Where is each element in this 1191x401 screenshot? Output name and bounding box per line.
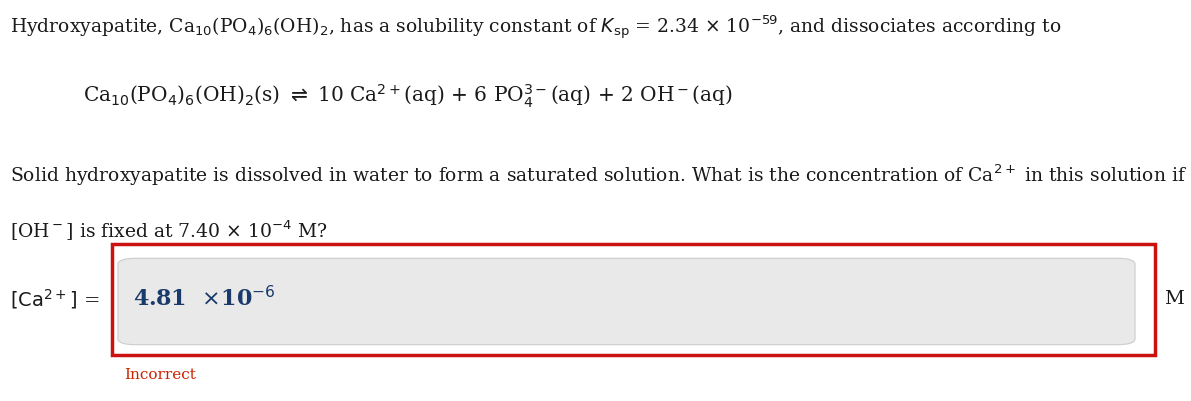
Text: Ca$_{10}$(PO$_4$)$_6$(OH)$_2$(s) $\rightleftharpoons$ 10 Ca$^{2+}$(aq) + 6 PO$_4: Ca$_{10}$(PO$_4$)$_6$(OH)$_2$(s) $\right… bbox=[83, 82, 732, 109]
Text: $\left[\mathrm{Ca}^{2+}\right]$ =: $\left[\mathrm{Ca}^{2+}\right]$ = bbox=[10, 286, 99, 310]
FancyBboxPatch shape bbox=[112, 245, 1155, 355]
Text: Solid hydroxyapatite is dissolved in water to form a saturated solution. What is: Solid hydroxyapatite is dissolved in wat… bbox=[10, 162, 1187, 188]
Text: 4.81  $\times$10$^{-6}$: 4.81 $\times$10$^{-6}$ bbox=[133, 286, 276, 310]
Text: Incorrect: Incorrect bbox=[124, 367, 195, 381]
Text: [OH$^-$] is fixed at 7.40 $\times$ 10$^{-4}$ M?: [OH$^-$] is fixed at 7.40 $\times$ 10$^{… bbox=[10, 219, 328, 243]
Text: M: M bbox=[1164, 289, 1184, 307]
Text: Hydroxyapatite, Ca$_{10}$(PO$_4$)$_6$(OH)$_2$, has a solubility constant of $K_{: Hydroxyapatite, Ca$_{10}$(PO$_4$)$_6$(OH… bbox=[10, 14, 1061, 42]
FancyBboxPatch shape bbox=[118, 259, 1135, 345]
